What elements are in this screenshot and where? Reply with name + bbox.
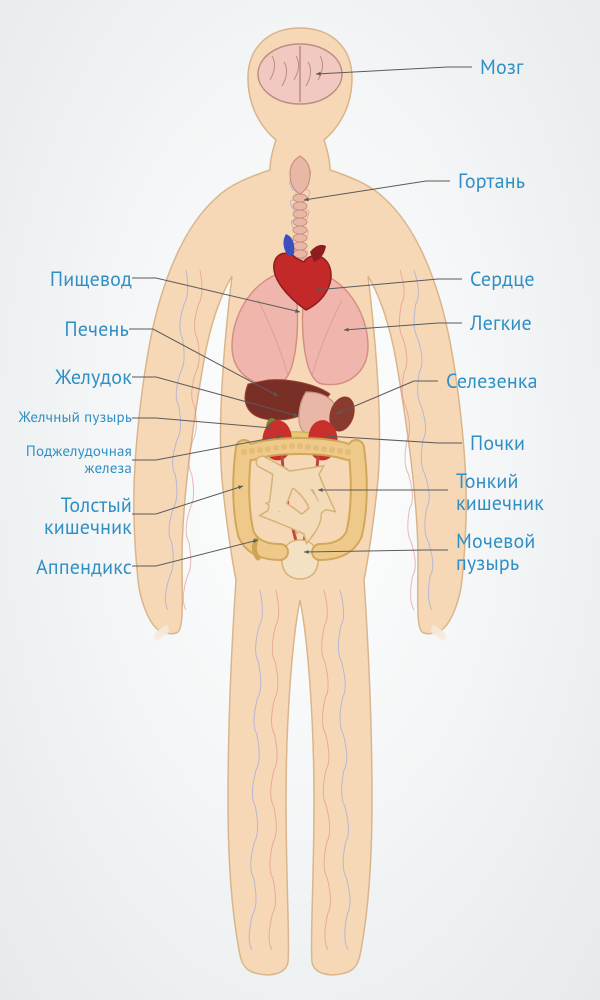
label-kidneys: Почки — [470, 432, 525, 454]
label-spleen: Селезенка — [446, 370, 538, 392]
label-esophagus: Пищевод — [50, 268, 132, 290]
label-larynx: Гортань — [458, 170, 525, 192]
label-liver: Печень — [64, 318, 129, 340]
label-small_intestine: Тонкий кишечник — [456, 470, 544, 514]
label-bladder: Мочевой пузырь — [456, 530, 536, 574]
label-appendix: Аппендикс — [36, 556, 132, 578]
label-colon: Толстый кишечник — [44, 494, 132, 538]
label-lungs: Легкие — [470, 312, 532, 334]
label-brain: Мозг — [480, 56, 524, 78]
anatomy-diagram: Пищевод Печень Желудок Желчный пузырь Поджел… — [0, 0, 600, 1000]
label-gallbladder: Желчный пузырь — [19, 410, 132, 427]
label-pancreas: Поджелудочная железа — [26, 444, 132, 477]
label-stomach: Желудок — [55, 366, 132, 388]
label-heart: Сердце — [470, 268, 535, 290]
